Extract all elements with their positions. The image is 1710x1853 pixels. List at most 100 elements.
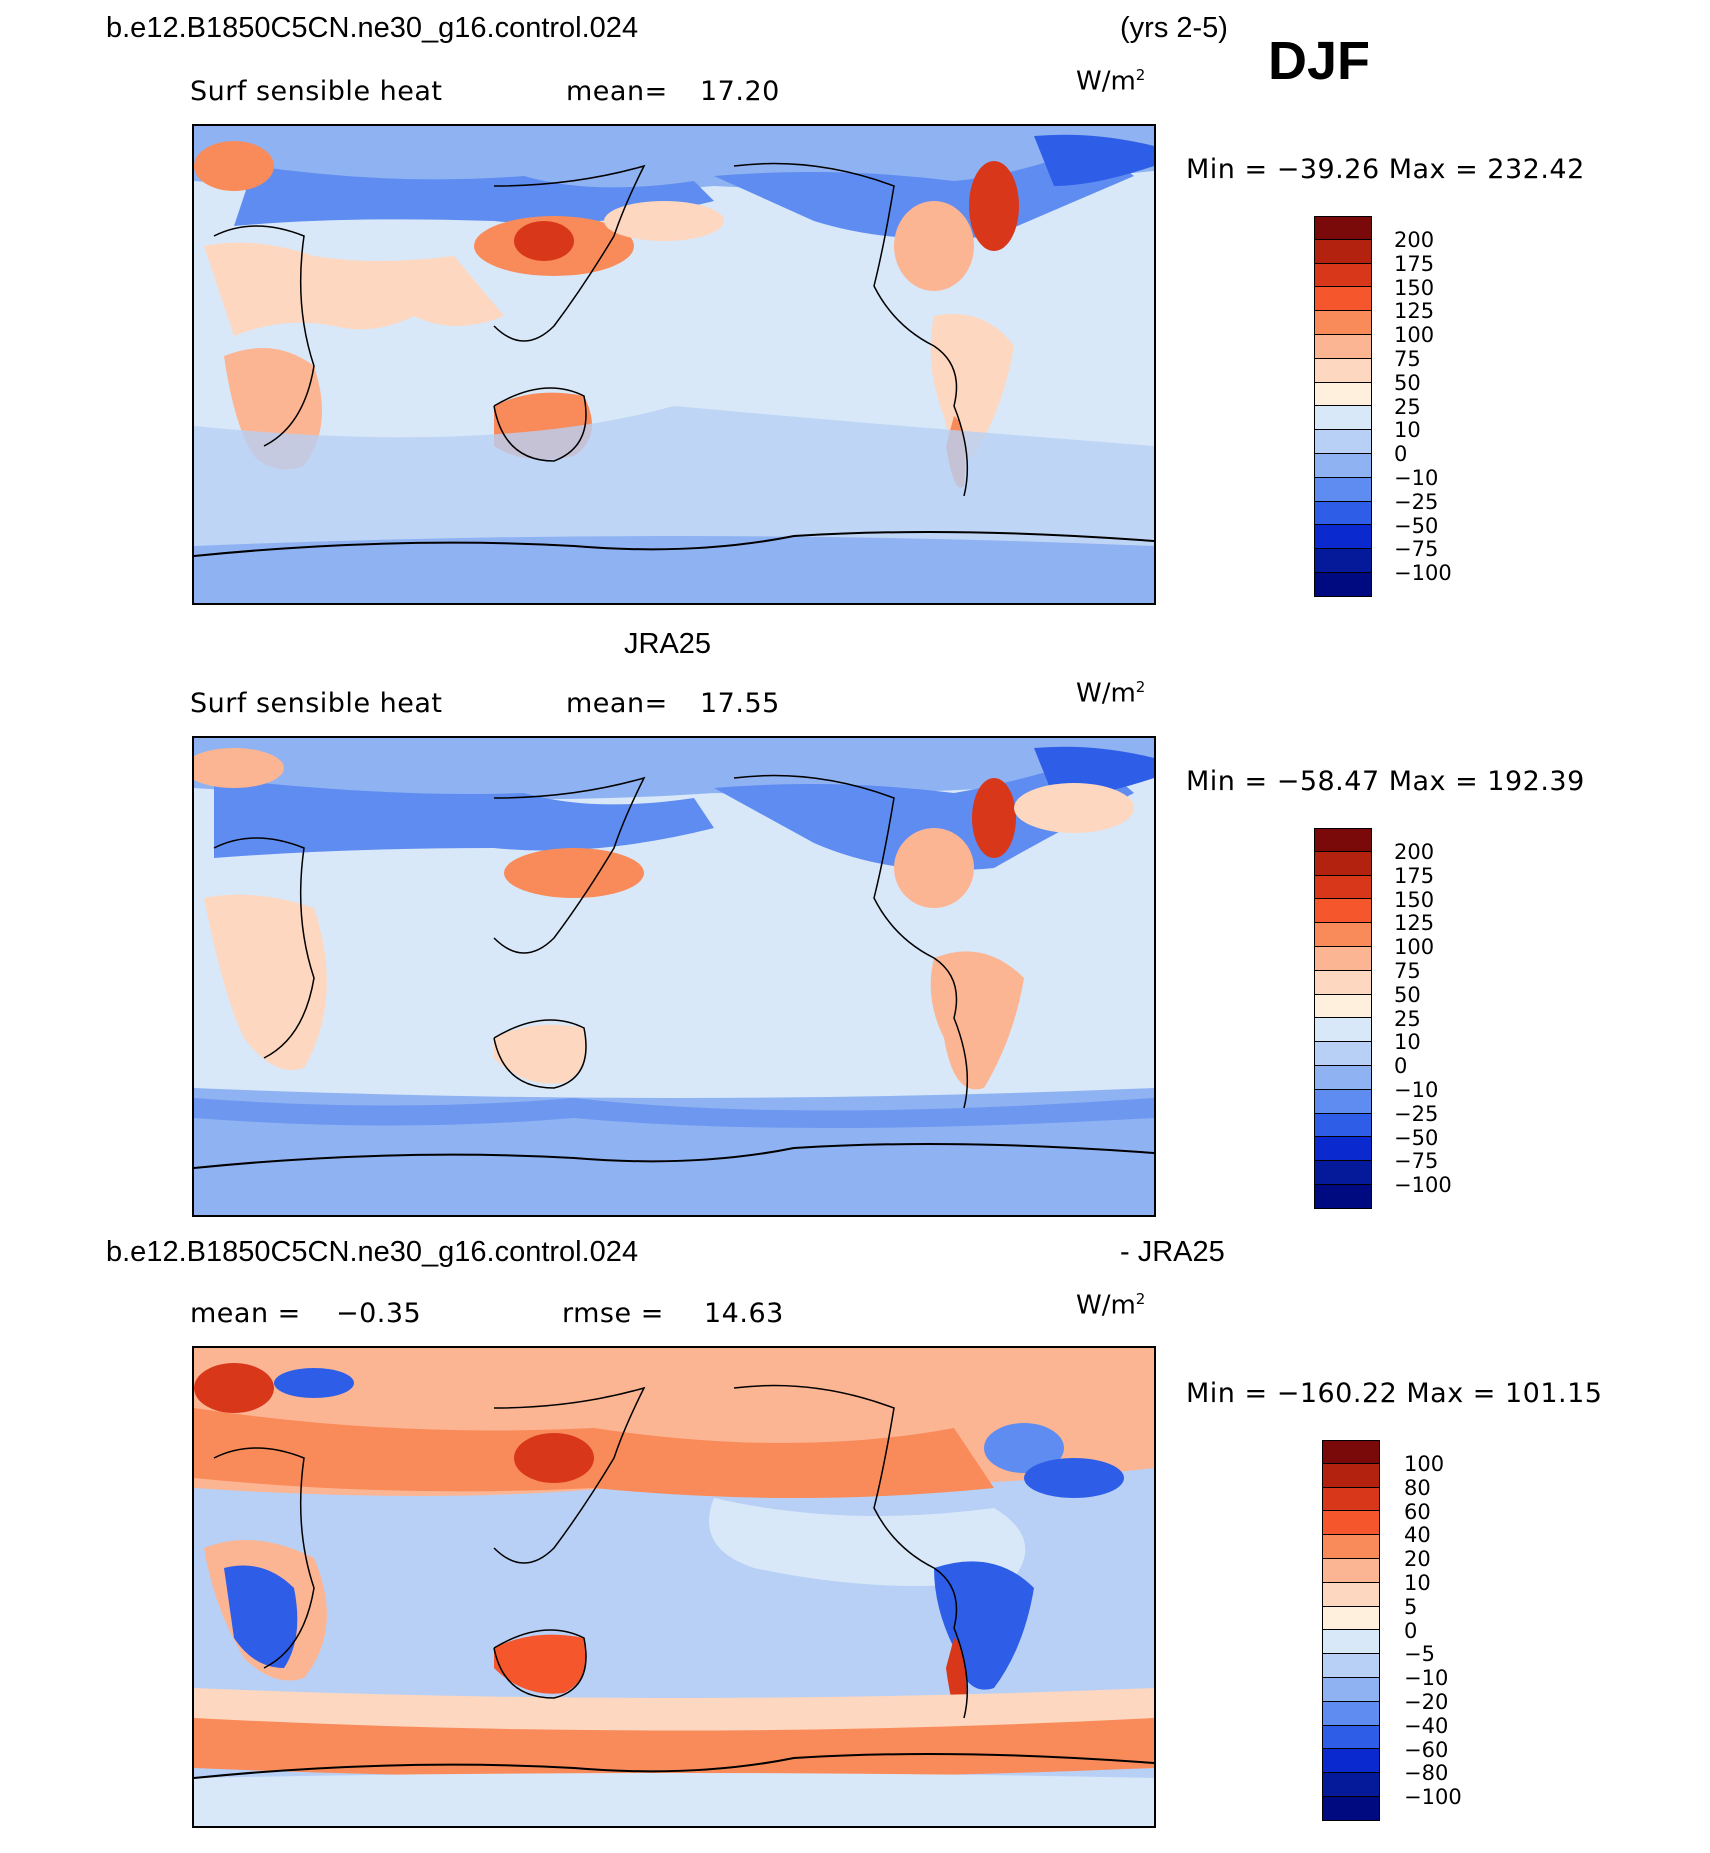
colorbar-segment: [1322, 1558, 1380, 1583]
colorbar-segment: [1314, 1042, 1372, 1066]
colorbar-tick-label: 100: [1404, 1452, 1445, 1476]
season-label: DJF: [1268, 31, 1371, 91]
panel3-colorbar: [1322, 1440, 1380, 1821]
colorbar-segment: [1322, 1630, 1380, 1655]
panel2-mean-value: 17.55: [700, 688, 780, 719]
colorbar-segment: [1314, 828, 1372, 852]
colorbar-tick-label: −20: [1404, 1689, 1449, 1714]
colorbar-segment: [1314, 875, 1372, 900]
colorbar-tick-label: 80: [1404, 1475, 1431, 1500]
colorbar-segment: [1322, 1463, 1380, 1488]
colorbar-tick-label: 175: [1394, 251, 1435, 276]
panel1-map: [192, 124, 1156, 605]
colorbar-tick-label: −75: [1394, 1149, 1439, 1174]
colorbar-segment: [1322, 1606, 1380, 1631]
panel3-map: [192, 1346, 1156, 1828]
colorbar-tick-label: −25: [1394, 489, 1439, 514]
colorbar-tick-label: 150: [1394, 887, 1435, 912]
colorbar-segment: [1314, 970, 1372, 995]
colorbar-tick-label: −50: [1394, 1125, 1439, 1150]
colorbar-segment: [1322, 1582, 1380, 1607]
colorbar-tick-label: 75: [1394, 346, 1421, 371]
colorbar-segment: [1314, 1018, 1372, 1043]
colorbar-tick-label: 0: [1394, 442, 1408, 467]
colorbar-segment: [1314, 525, 1372, 550]
panel2-colorbar-labels: 200 175 150 125 100 75 50 25 10 0 −10 −25 −50 −75 −100: [1394, 840, 1452, 1198]
colorbar-segment: [1314, 1065, 1372, 1090]
panel3-rmse-label: rmse =: [562, 1298, 664, 1329]
panel3-title-left: b.e12.B1850C5CN.ne30_g16.control.024: [106, 1236, 639, 1268]
colorbar-segment: [1314, 216, 1372, 240]
colorbar-tick-label: −50: [1394, 513, 1439, 538]
colorbar-segment: [1322, 1677, 1380, 1702]
colorbar-segment: [1314, 1113, 1372, 1138]
colorbar-segment: [1314, 549, 1372, 573]
colorbar-segment: [1322, 1749, 1380, 1774]
colorbar-segment: [1322, 1487, 1380, 1512]
colorbar-tick-label: 25: [1394, 394, 1421, 419]
case-title: b.e12.B1850C5CN.ne30_g16.control.024: [106, 12, 639, 44]
colorbar-segment: [1322, 1535, 1380, 1559]
colorbar-tick-label: −10: [1394, 465, 1439, 490]
colorbar-tick-label: −5: [1404, 1642, 1435, 1667]
colorbar-tick-label: 0: [1404, 1618, 1418, 1643]
colorbar-tick-label: 100: [1394, 935, 1435, 960]
colorbar-segment: [1314, 406, 1372, 431]
colorbar-segment: [1314, 477, 1372, 502]
colorbar-segment: [1314, 334, 1372, 359]
colorbar-segment: [1314, 453, 1372, 478]
colorbar-segment: [1322, 1725, 1380, 1750]
colorbar-tick-label: 10: [1394, 418, 1421, 443]
colorbar-segment: [1314, 1137, 1372, 1162]
panel3-units: W/m2: [1076, 1290, 1146, 1321]
colorbar-segment: [1314, 923, 1372, 947]
colorbar-tick-label: 125: [1394, 299, 1435, 324]
colorbar-tick-label: 200: [1394, 228, 1435, 252]
panel3-minmax: Min = −160.22 Max = 101.15: [1186, 1378, 1603, 1409]
colorbar-segment: [1322, 1440, 1380, 1464]
colorbar-segment: [1322, 1654, 1380, 1678]
panel2-units: W/m2: [1076, 678, 1146, 709]
colorbar-tick-label: −100: [1394, 1173, 1452, 1198]
colorbar-tick-label: 25: [1394, 1006, 1421, 1031]
colorbar-tick-label: −40: [1404, 1713, 1449, 1738]
panel2-variable: Surf sensible heat: [190, 688, 443, 719]
colorbar-segment: [1314, 1161, 1372, 1185]
panel1-units: W/m2: [1076, 66, 1146, 97]
panel2-minmax: Min = −58.47 Max = 192.39: [1186, 766, 1585, 797]
colorbar-tick-label: 0: [1394, 1054, 1408, 1079]
colorbar-segment: [1314, 572, 1372, 597]
colorbar-segment: [1322, 1511, 1380, 1536]
panel3-rmse-value: 14.63: [704, 1298, 784, 1329]
colorbar-segment: [1314, 430, 1372, 454]
colorbar-segment: [1314, 1089, 1372, 1114]
colorbar-tick-label: 50: [1394, 982, 1421, 1007]
colorbar-tick-label: 40: [1404, 1523, 1431, 1548]
colorbar-segment: [1314, 1184, 1372, 1209]
colorbar-segment: [1314, 239, 1372, 264]
panel2-colorbar: [1314, 828, 1372, 1209]
panel1-variable: Surf sensible heat: [190, 76, 443, 107]
colorbar-segment: [1322, 1701, 1380, 1726]
panel3-colorbar-labels: 100 80 60 40 20 10 5 0 −5 −10 −20 −40 −60 −80 −100: [1404, 1452, 1462, 1810]
panel2-map: [192, 736, 1156, 1217]
panel3-mean-value: −0.35: [336, 1298, 422, 1329]
panel1-colorbar: [1314, 216, 1372, 597]
colorbar-tick-label: 75: [1394, 958, 1421, 983]
panel1-mean-label: mean=: [566, 76, 668, 107]
panel3-title-right: - JRA25: [1120, 1236, 1225, 1268]
panel2-mean-label: mean=: [566, 688, 668, 719]
colorbar-segment: [1314, 382, 1372, 407]
colorbar-tick-label: −25: [1394, 1101, 1439, 1126]
colorbar-tick-label: 5: [1404, 1594, 1418, 1619]
panel1-colorbar-labels: 200 175 150 125 100 75 50 25 10 0 −10 −25 −50 −75 −100: [1394, 228, 1452, 586]
colorbar-tick-label: 10: [1404, 1570, 1431, 1595]
colorbar-segment: [1314, 358, 1372, 383]
panel2-title: JRA25: [624, 628, 712, 660]
colorbar-segment: [1314, 287, 1372, 312]
colorbar-segment: [1314, 501, 1372, 526]
colorbar-tick-label: 150: [1394, 275, 1435, 300]
panel1-minmax: Min = −39.26 Max = 232.42: [1186, 154, 1585, 185]
colorbar-tick-label: 100: [1394, 323, 1435, 348]
colorbar-tick-label: 10: [1394, 1030, 1421, 1055]
